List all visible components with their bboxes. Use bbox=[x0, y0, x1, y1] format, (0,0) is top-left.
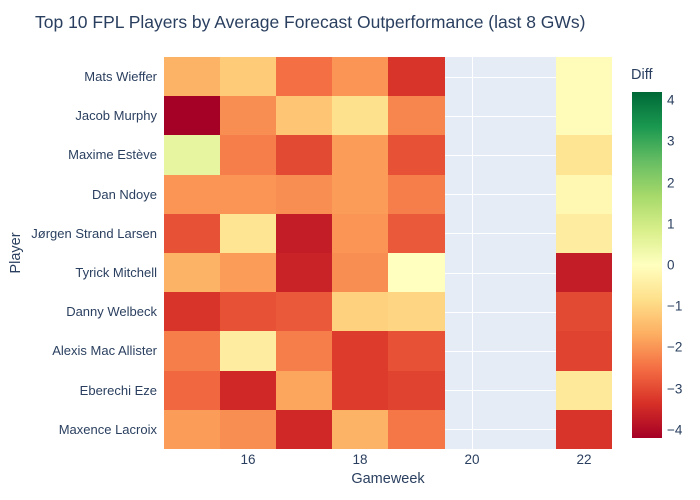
heatmap-cell[interactable] bbox=[388, 57, 445, 97]
heatmap-cell[interactable] bbox=[388, 96, 445, 136]
y-tick-label: Jørgen Strand Larsen bbox=[31, 225, 157, 241]
heatmap-cell[interactable] bbox=[220, 370, 277, 411]
heatmap-cell[interactable] bbox=[332, 409, 389, 449]
colorbar-tick-label: −3 bbox=[667, 381, 683, 397]
colorbar-gradient bbox=[632, 92, 662, 438]
heatmap-cell[interactable] bbox=[556, 409, 612, 449]
heatmap-cell[interactable] bbox=[276, 253, 333, 293]
heatmap-cell[interactable] bbox=[332, 57, 389, 97]
heatmap-cell[interactable] bbox=[556, 135, 612, 176]
heatmap-cell[interactable] bbox=[332, 292, 389, 332]
heatmap-cell[interactable] bbox=[556, 292, 612, 332]
heatmap-plot-area[interactable] bbox=[164, 57, 612, 449]
heatmap-cell[interactable] bbox=[388, 370, 445, 411]
heatmap-cell[interactable] bbox=[388, 174, 445, 215]
x-gridline bbox=[472, 57, 473, 449]
heatmap-cell[interactable] bbox=[388, 331, 445, 372]
heatmap-cell[interactable] bbox=[276, 174, 333, 215]
heatmap-cell[interactable] bbox=[388, 213, 445, 254]
y-tick-label: Mats Wieffer bbox=[84, 69, 157, 84]
heatmap-cell[interactable] bbox=[276, 370, 333, 411]
heatmap-cell[interactable] bbox=[276, 409, 333, 449]
heatmap-cell[interactable] bbox=[164, 57, 221, 97]
y-tick-label: Danny Welbeck bbox=[66, 304, 157, 320]
chart-title: Top 10 FPL Players by Average Forecast O… bbox=[35, 12, 586, 32]
heatmap-cell[interactable] bbox=[332, 253, 389, 293]
colorbar-tick-label: 3 bbox=[667, 133, 675, 149]
heatmap-cell[interactable] bbox=[276, 331, 333, 372]
colorbar-tick-label: −4 bbox=[667, 422, 683, 438]
heatmap-cell[interactable] bbox=[164, 96, 221, 136]
heatmap-cell[interactable] bbox=[332, 370, 389, 411]
heatmap-cell[interactable] bbox=[332, 331, 389, 372]
y-tick-label: Alexis Mac Allister bbox=[52, 343, 157, 359]
heatmap-cell[interactable] bbox=[164, 409, 221, 449]
x-axis-title: Gameweek bbox=[351, 471, 425, 487]
heatmap-cell[interactable] bbox=[556, 57, 612, 97]
heatmap-cell[interactable] bbox=[220, 174, 277, 215]
colorbar-tick-label: 0 bbox=[667, 257, 675, 273]
heatmap-cell[interactable] bbox=[164, 331, 221, 372]
y-tick-label: Tyrick Mitchell bbox=[75, 265, 157, 280]
colorbar-tick-label: −1 bbox=[667, 298, 683, 314]
colorbar-tick-label: −2 bbox=[667, 339, 683, 355]
colorbar-tick-label: 2 bbox=[667, 175, 675, 191]
x-tick-label: 22 bbox=[576, 452, 592, 467]
colorbar-tick-label: 1 bbox=[667, 216, 675, 232]
colorbar-tick-label: 4 bbox=[667, 92, 675, 108]
heatmap-cell[interactable] bbox=[388, 292, 445, 332]
colorbar-title: Diff bbox=[631, 67, 653, 83]
heatmap-cell[interactable] bbox=[556, 253, 612, 293]
heatmap-cell[interactable] bbox=[556, 96, 612, 136]
heatmap-cell[interactable] bbox=[220, 96, 277, 136]
x-tick-label: 16 bbox=[240, 452, 256, 467]
y-tick-label: Dan Ndoye bbox=[91, 186, 157, 202]
heatmap-cell[interactable] bbox=[164, 370, 221, 411]
heatmap-cell[interactable] bbox=[332, 213, 389, 254]
heatmap-cell[interactable] bbox=[220, 135, 277, 176]
y-tick-label: Maxence Lacroix bbox=[58, 421, 157, 437]
heatmap-cell[interactable] bbox=[276, 57, 333, 97]
y-axis-title: Player bbox=[8, 232, 24, 274]
y-tick-label: Maxime Estève bbox=[68, 147, 157, 163]
heatmap-cell[interactable] bbox=[388, 409, 445, 449]
heatmap-cell[interactable] bbox=[164, 174, 221, 215]
heatmap-cell[interactable] bbox=[276, 96, 333, 136]
heatmap-cell[interactable] bbox=[556, 174, 612, 215]
heatmap-cell[interactable] bbox=[332, 135, 389, 176]
heatmap-cell[interactable] bbox=[220, 253, 277, 293]
heatmap-cell[interactable] bbox=[388, 253, 445, 293]
heatmap-cell[interactable] bbox=[556, 213, 612, 254]
y-tick-label: Jacob Murphy bbox=[75, 108, 157, 124]
x-tick-label: 20 bbox=[464, 452, 480, 467]
heatmap-cell[interactable] bbox=[220, 409, 277, 449]
heatmap-cell[interactable] bbox=[220, 292, 277, 332]
heatmap-cell[interactable] bbox=[332, 174, 389, 215]
x-tick-label: 18 bbox=[352, 452, 368, 467]
heatmap-cell[interactable] bbox=[556, 370, 612, 411]
heatmap-cell[interactable] bbox=[164, 292, 221, 332]
heatmap-cell[interactable] bbox=[388, 135, 445, 176]
heatmap-cell[interactable] bbox=[220, 331, 277, 372]
heatmap-cell[interactable] bbox=[332, 96, 389, 136]
heatmap-cell[interactable] bbox=[276, 135, 333, 176]
heatmap-cell[interactable] bbox=[276, 292, 333, 332]
heatmap-cell[interactable] bbox=[164, 213, 221, 254]
heatmap-cell[interactable] bbox=[556, 331, 612, 372]
heatmap-cell[interactable] bbox=[220, 57, 277, 97]
heatmap-cell[interactable] bbox=[164, 135, 221, 176]
y-tick-label: Eberechi Eze bbox=[79, 382, 157, 398]
heatmap-cell[interactable] bbox=[164, 253, 221, 293]
heatmap-cell[interactable] bbox=[220, 213, 277, 254]
heatmap-cell[interactable] bbox=[276, 213, 333, 254]
